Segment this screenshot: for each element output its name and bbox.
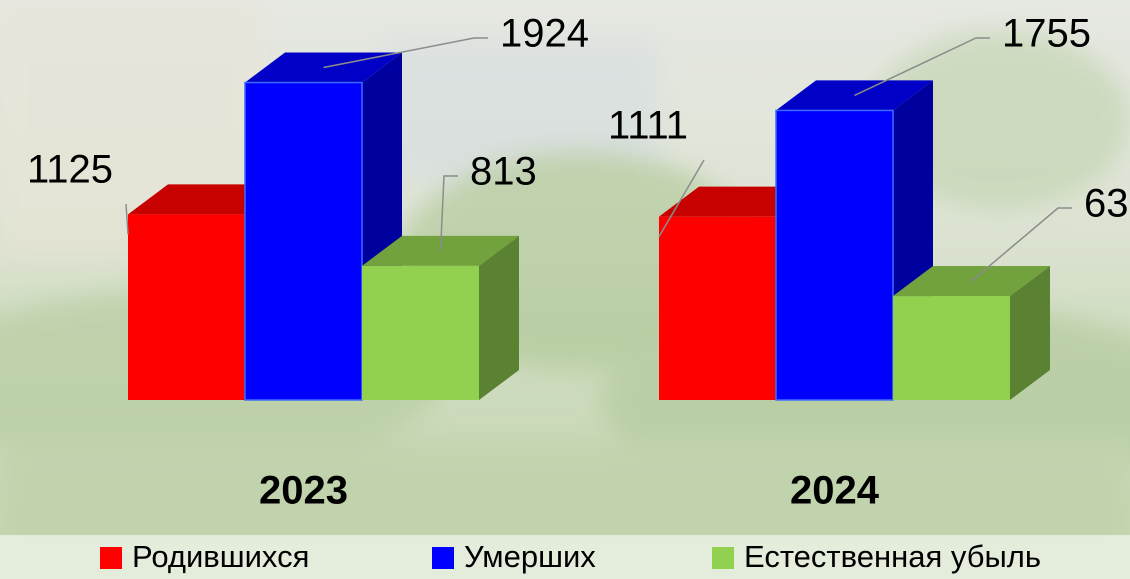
bar-front <box>362 265 479 400</box>
x-tick-label: 2024 <box>790 469 880 513</box>
legend-swatch <box>712 547 734 569</box>
leader-line <box>854 37 990 97</box>
legend-label: Родившихся <box>132 539 309 574</box>
data-label: 1125 <box>27 148 113 192</box>
bar-top <box>362 235 519 266</box>
data-label: 1924 <box>500 12 589 56</box>
bar-front <box>244 81 363 401</box>
legend-label: Умерших <box>464 539 596 574</box>
bar <box>893 266 1050 400</box>
legend-background <box>0 535 1130 579</box>
data-label: 630 <box>1084 182 1130 226</box>
bar <box>362 235 519 400</box>
leader-line <box>323 37 488 69</box>
legend-label: Естественная убыль <box>744 539 1041 574</box>
bar-front <box>775 109 894 401</box>
bar-front <box>128 214 245 400</box>
bar-front <box>659 216 776 400</box>
bar-front <box>893 296 1010 400</box>
leader-line <box>439 175 458 251</box>
legend-swatch <box>100 547 122 569</box>
legend-swatch <box>432 547 454 569</box>
leader-line <box>658 159 705 238</box>
bar-side <box>1010 266 1050 400</box>
x-tick-label: 2023 <box>259 469 348 513</box>
data-label: 813 <box>470 150 537 194</box>
data-label: 1755 <box>1002 12 1091 56</box>
bar-side <box>479 235 519 400</box>
leader-line <box>125 203 129 235</box>
leader-line <box>971 207 1072 282</box>
data-label: 1111 <box>608 104 688 148</box>
